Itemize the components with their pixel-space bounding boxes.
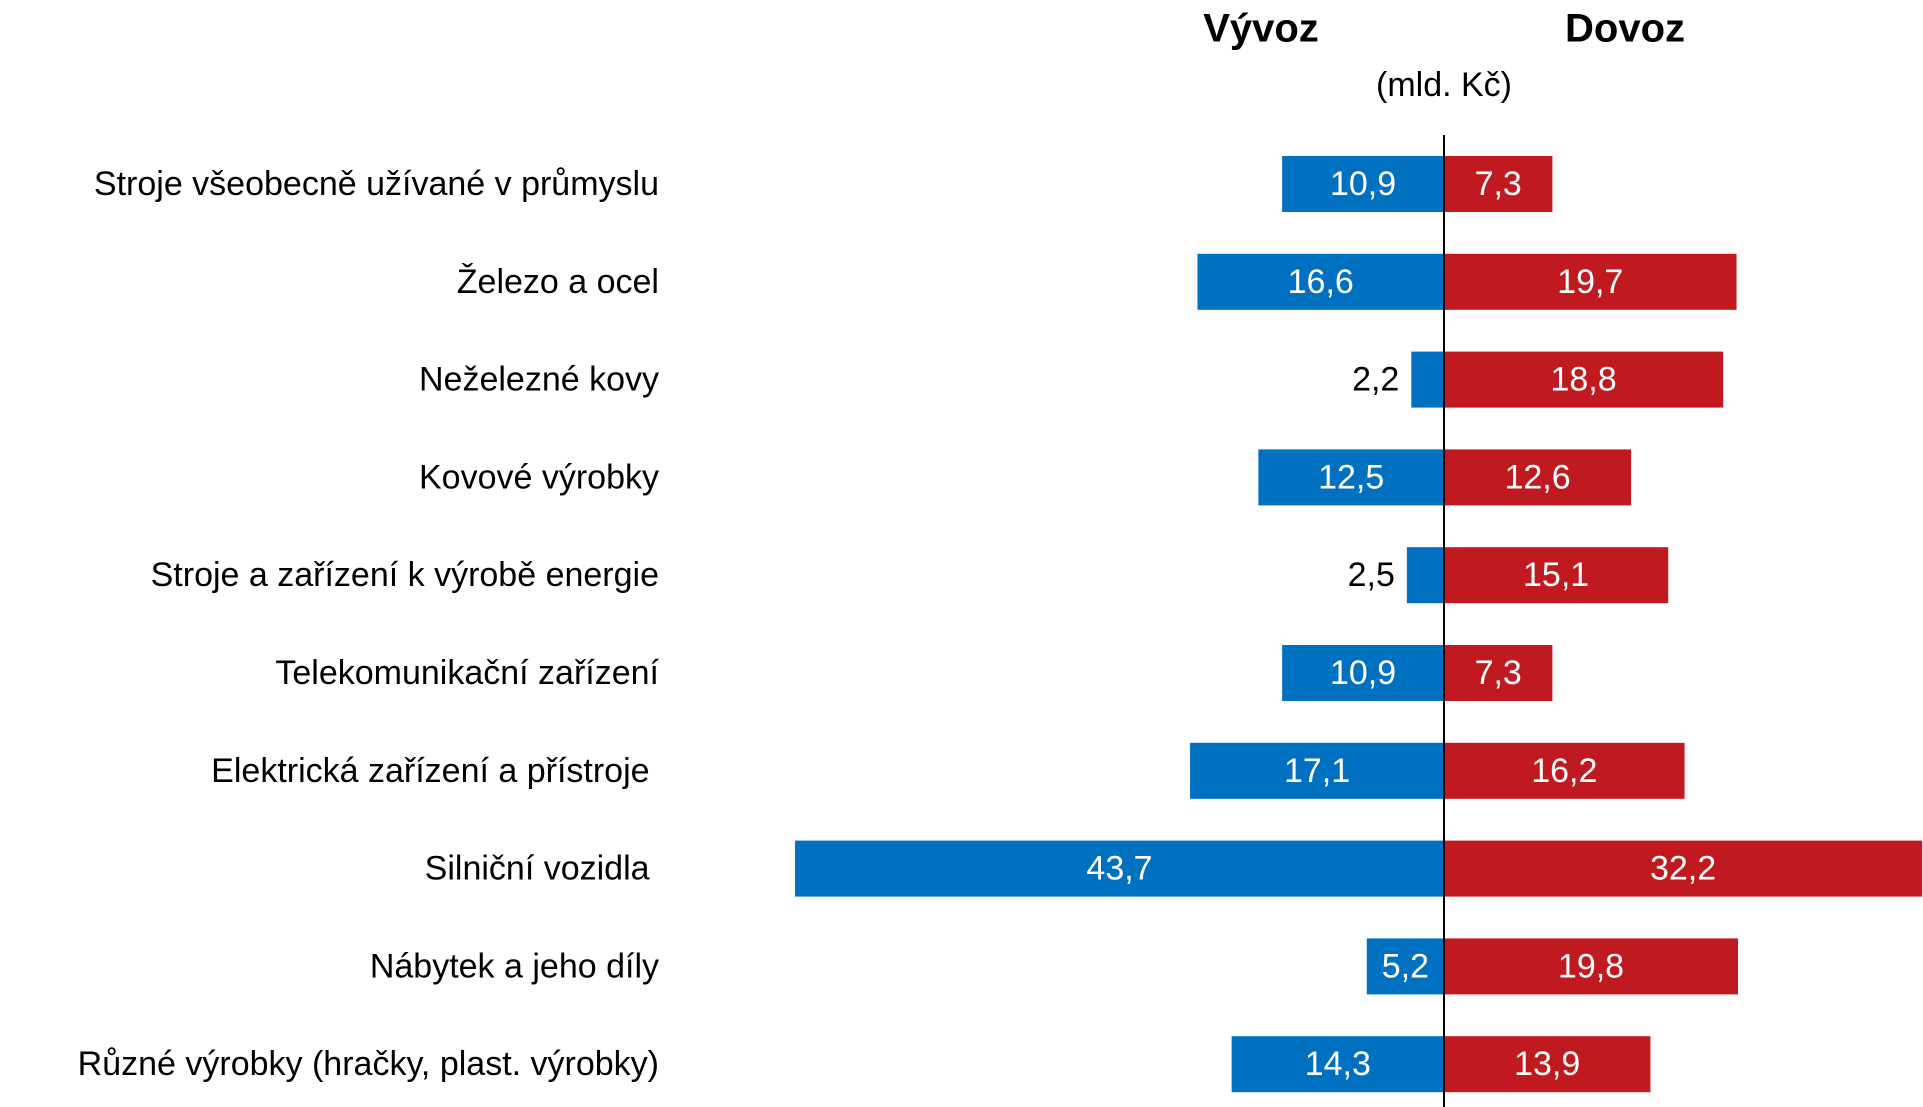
- bar: [1444, 156, 1553, 212]
- value-label: 17,1: [1284, 752, 1350, 790]
- category-label: Elektrická zařízení a přístroje: [211, 752, 659, 790]
- bar: [1444, 449, 1632, 506]
- bar: [1197, 253, 1444, 310]
- value-label: 12,6: [1504, 458, 1570, 496]
- value-label: 15,1: [1523, 556, 1589, 594]
- value-label: 5,2: [1382, 947, 1429, 985]
- series-header: Dovoz: [1565, 7, 1685, 51]
- bar: [1258, 449, 1444, 506]
- value-label: 13,9: [1514, 1045, 1580, 1083]
- value-label: 19,7: [1557, 263, 1623, 301]
- value-label: 12,5: [1318, 458, 1384, 496]
- category-label: Železo a ocel: [457, 263, 659, 301]
- value-label: 7,3: [1475, 654, 1522, 692]
- bar: [1190, 742, 1444, 799]
- value-label: 19,8: [1558, 947, 1624, 985]
- value-label: 43,7: [1086, 850, 1152, 888]
- category-label: Kovové výrobky: [419, 458, 659, 496]
- bar: [1444, 645, 1553, 701]
- bar: [1444, 1036, 1651, 1093]
- series-header: Vývoz: [1203, 7, 1319, 51]
- category-label: Nábytek a jeho díly: [370, 947, 659, 985]
- subtitle: (mld. Kč): [1376, 66, 1512, 104]
- category-label: Stroje a zařízení k výrobě energie: [151, 556, 659, 594]
- value-label: 32,2: [1650, 850, 1716, 888]
- bar: [1444, 742, 1685, 799]
- value-label: 10,9: [1330, 165, 1396, 203]
- bar: [795, 840, 1444, 897]
- category-label: Silniční vozidla: [425, 850, 659, 888]
- value-label: 18,8: [1550, 361, 1616, 399]
- category-label: Různé výrobky (hračky, plast. výrobky): [78, 1045, 659, 1083]
- category-label: Neželezné kovy: [419, 361, 659, 399]
- category-label: Stroje všeobecně užívané v průmyslu: [94, 165, 659, 203]
- value-label: 10,9: [1330, 654, 1396, 692]
- category-label: Telekomunikační zařízení: [275, 654, 659, 692]
- value-label: 16,6: [1288, 263, 1354, 301]
- bar: [1411, 351, 1444, 408]
- bar: [1444, 547, 1669, 604]
- bar: [1231, 1036, 1444, 1093]
- bar: [1366, 938, 1444, 995]
- bar: [1444, 840, 1923, 897]
- bar: [1444, 253, 1737, 310]
- value-label: 16,2: [1531, 752, 1597, 790]
- value-label: 7,3: [1475, 165, 1522, 203]
- bar: [1406, 547, 1444, 604]
- bar: [1282, 645, 1444, 701]
- bar: [1444, 938, 1739, 995]
- value-label: 14,3: [1305, 1045, 1371, 1083]
- value-label: 2,5: [1348, 556, 1395, 594]
- value-label: 2,2: [1352, 361, 1399, 399]
- bar: [1282, 156, 1444, 212]
- bar: [1444, 351, 1724, 408]
